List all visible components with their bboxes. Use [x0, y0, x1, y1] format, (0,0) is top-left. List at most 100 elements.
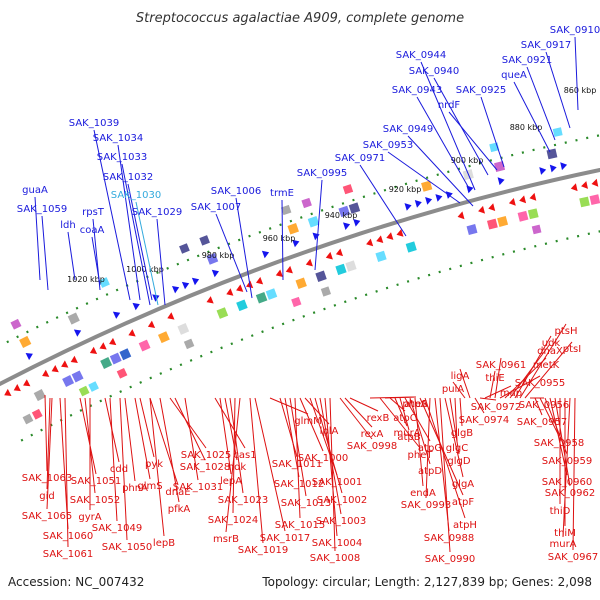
- reverse-label-leader: [424, 397, 466, 519]
- reverse-label-leader: [524, 341, 573, 399]
- feature-color-band: [307, 215, 320, 228]
- forward-label-leader: [416, 96, 471, 191]
- reverse-gene-mark: [325, 251, 333, 260]
- reverse-gene-mark: [147, 320, 156, 328]
- reverse-label-leader: [572, 397, 576, 551]
- reverse-gene-label: atpH: [453, 520, 477, 531]
- reverse-gene-label: atpC: [393, 413, 416, 424]
- reverse-gene-label: phnA: [122, 483, 148, 494]
- reverse-gene-label: SAK_1001: [312, 477, 362, 488]
- reverse-label-leader: [299, 397, 324, 452]
- forward-label-leader: [480, 96, 505, 168]
- feature-color-band: [100, 357, 113, 369]
- feature-color-band: [335, 263, 347, 276]
- forward-gene-mark: [211, 269, 219, 278]
- kbp-tick-label: 1020 kbp: [67, 275, 105, 284]
- feature-color-band: [497, 215, 509, 227]
- reverse-label-leader: [139, 397, 155, 458]
- reverse-gene-label: atpG: [418, 443, 442, 454]
- reverse-gene-label: thiE: [485, 373, 504, 384]
- reverse-gene-label: SAK_0967: [548, 552, 598, 563]
- reverse-gene-label: SAK_1024: [208, 515, 258, 526]
- reverse-label-leader: [294, 397, 301, 519]
- reverse-gene-mark: [305, 258, 313, 267]
- reverse-label-leader: [479, 397, 497, 401]
- reverse-label-leader: [249, 397, 264, 544]
- reverse-label-leader: [554, 397, 571, 487]
- forward-label-leader: [448, 111, 498, 171]
- kbp-tick-label: 980 kbp: [202, 251, 235, 260]
- reverse-gene-mark: [366, 238, 374, 247]
- forward-gene-mark: [425, 197, 433, 205]
- reverse-gene-label: pulA: [442, 384, 464, 395]
- forward-gene-label: queA: [501, 70, 527, 81]
- feature-color-band: [489, 142, 500, 153]
- reverse-gene-mark: [4, 388, 12, 396]
- reverse-gene-label: glgA: [452, 479, 474, 490]
- reverse-gene-mark: [529, 192, 537, 201]
- reverse-gene-label: pheS: [402, 399, 427, 410]
- feature-color-band: [345, 260, 357, 272]
- feature-color-band: [338, 205, 351, 218]
- feature-color-band: [216, 307, 229, 319]
- reverse-label-leader: [414, 397, 424, 487]
- reverse-label-leader: [534, 397, 543, 416]
- reverse-gene-mark: [335, 248, 343, 257]
- reverse-gene-label: dnaX: [537, 346, 563, 357]
- feature-color-band: [280, 204, 292, 216]
- reverse-gene-label: rexB: [367, 413, 390, 424]
- reverse-label-leader: [159, 397, 180, 503]
- feature-color-band: [19, 335, 32, 349]
- feature-color-band: [62, 375, 75, 388]
- forward-gene-mark: [181, 281, 190, 290]
- kbp-tick-label: 960 kbp: [263, 234, 296, 243]
- forward-gene-mark: [539, 167, 547, 175]
- feature-color-band: [71, 370, 84, 383]
- forward-gene-mark: [312, 232, 320, 241]
- reverse-gene-label: SAK_0998: [347, 441, 397, 452]
- reverse-gene-mark: [570, 183, 578, 192]
- forward-label-leader: [407, 135, 474, 207]
- forward-gene-label: SAK_0953: [363, 140, 413, 151]
- reverse-gene-label: SAK_0962: [545, 488, 595, 499]
- feature-color-band: [486, 218, 498, 230]
- reverse-gene-label: ndk: [228, 462, 247, 473]
- forward-label-leader: [91, 236, 101, 286]
- reverse-gene-label: lepB: [153, 538, 175, 549]
- reverse-gene-label: ligA: [451, 371, 470, 382]
- feature-color-band: [517, 210, 529, 222]
- reverse-label-leader: [329, 397, 336, 552]
- reverse-gene-mark: [13, 384, 21, 392]
- feature-color-band: [177, 323, 190, 335]
- reverse-gene-mark: [581, 181, 588, 189]
- feature-color-band: [579, 196, 590, 208]
- forward-gene-label: SAK_0917: [521, 40, 571, 51]
- forward-label-leader: [574, 36, 579, 111]
- forward-gene-mark: [549, 164, 557, 173]
- reverse-gene-mark: [226, 288, 234, 296]
- feature-color-band: [67, 312, 80, 325]
- feature-color-band: [98, 277, 110, 288]
- forward-gene-label: SAK_1029: [132, 207, 182, 218]
- feature-color-band: [348, 202, 361, 214]
- feature-color-band: [546, 148, 558, 160]
- forward-gene-label: rpsT: [82, 207, 105, 218]
- reverse-gene-label: SAK_1052: [70, 495, 120, 506]
- reverse-gene-mark: [128, 329, 136, 337]
- feature-color-band: [589, 194, 600, 205]
- forward-label-leader: [314, 179, 323, 271]
- kbp-tick-label: 880 kbp: [510, 123, 543, 132]
- reverse-label-leader: [399, 397, 410, 431]
- reverse-gene-mark: [99, 342, 107, 350]
- reverse-gene-label: cdd: [110, 464, 128, 475]
- forward-gene-label: SAK_0944: [396, 50, 446, 61]
- forward-gene-label: SAK_1030: [111, 190, 161, 201]
- forward-label-leader: [93, 129, 131, 301]
- feature-color-band: [291, 296, 302, 308]
- reverse-gene-label: glgC: [446, 443, 468, 454]
- feature-color-band: [236, 299, 248, 312]
- reverse-gene-label: ptsH: [555, 326, 578, 337]
- reverse-label-leader: [519, 323, 567, 399]
- forward-label-leader: [67, 231, 76, 281]
